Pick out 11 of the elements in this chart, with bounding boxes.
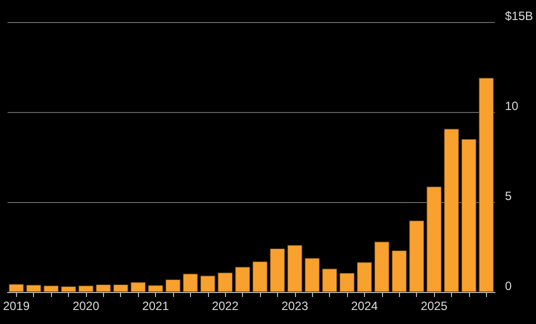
x-tick-label: 2019 [2, 299, 30, 313]
x-tick-label: 2022 [212, 299, 239, 313]
y-tick-label: $15B [504, 9, 534, 23]
x-tick-label: 2023 [281, 299, 308, 313]
x-tick-label: 2024 [351, 299, 378, 313]
y-tick-label: 0 [504, 279, 512, 293]
x-tick-label: 2025 [420, 299, 448, 313]
x-tick-label: 2021 [142, 299, 170, 313]
x-tick-label: 2020 [72, 299, 100, 313]
y-tick-label: 5 [504, 189, 512, 203]
y-tick-label: 10 [504, 99, 519, 113]
